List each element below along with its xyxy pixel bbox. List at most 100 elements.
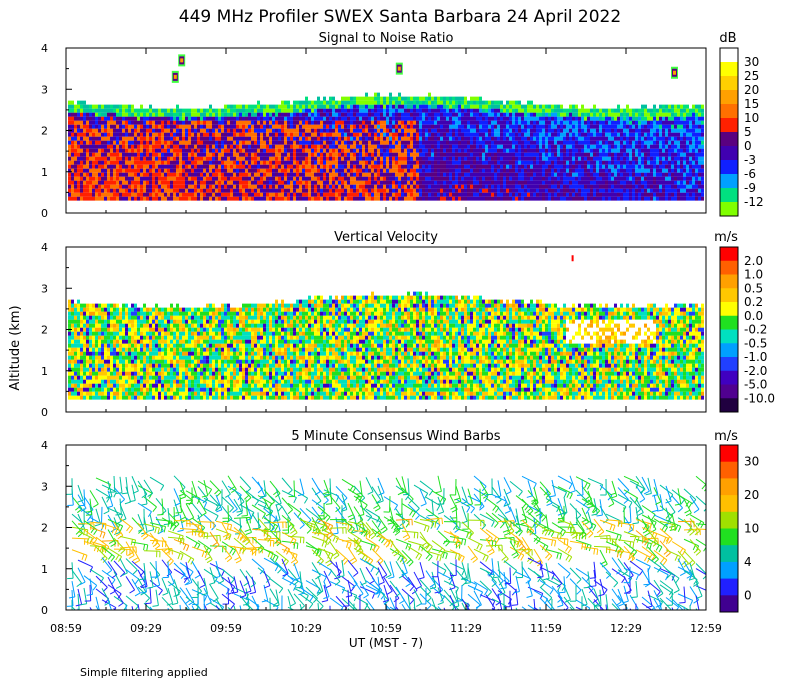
heat-cell — [215, 196, 218, 201]
heat-cell — [515, 160, 518, 165]
heat-cell — [296, 160, 299, 165]
heat-cell — [620, 152, 623, 157]
heat-cell — [419, 116, 422, 121]
heat-cell — [533, 164, 536, 169]
heat-cell — [338, 120, 341, 125]
heat-cell — [104, 136, 107, 141]
heat-cell — [449, 184, 452, 189]
heat-cell — [368, 100, 371, 105]
heat-cell — [518, 128, 521, 133]
heat-cell — [434, 112, 437, 117]
heat-cell — [254, 132, 257, 137]
heat-cell — [278, 124, 281, 129]
heat-cell — [560, 176, 563, 181]
heat-cell — [239, 164, 242, 169]
heat-cell — [422, 148, 425, 153]
heat-cell — [410, 188, 413, 193]
heat-cell — [509, 144, 512, 149]
heat-cell — [146, 144, 149, 149]
heat-cell — [467, 152, 470, 157]
heat-cell — [125, 116, 128, 121]
heat-cell — [236, 172, 239, 177]
heat-cell — [572, 128, 575, 133]
heat-cell — [404, 184, 407, 189]
heat-cell — [110, 156, 113, 161]
heat-cell — [290, 172, 293, 177]
heat-cell — [68, 184, 71, 189]
heat-cell — [167, 120, 170, 125]
heat-cell — [194, 136, 197, 141]
heat-cell — [296, 140, 299, 145]
heat-cell — [275, 192, 278, 197]
heat-cell — [188, 116, 191, 121]
heat-cell — [329, 156, 332, 161]
heat-cell — [644, 128, 647, 133]
heat-cell — [422, 144, 425, 149]
heat-cell — [458, 120, 461, 125]
heat-cell — [395, 104, 398, 109]
heat-cell — [104, 172, 107, 177]
heat-cell — [506, 136, 509, 141]
heat-cell — [413, 128, 416, 133]
heat-cell — [641, 152, 644, 157]
heat-cell — [623, 140, 626, 145]
heat-cell — [560, 104, 563, 109]
heat-cell — [398, 180, 401, 185]
heat-cell — [182, 156, 185, 161]
heat-cell — [359, 116, 362, 121]
heat-cell — [656, 136, 659, 141]
heat-cell — [545, 172, 548, 177]
heat-cell — [131, 188, 134, 193]
heat-cell — [659, 172, 662, 177]
heat-cell — [518, 160, 521, 165]
heat-cell — [311, 168, 314, 173]
heat-cell — [212, 196, 215, 201]
heat-cell — [464, 140, 467, 145]
heat-cell — [446, 132, 449, 137]
heat-cell — [629, 116, 632, 121]
heat-cell — [425, 132, 428, 137]
heat-cell — [323, 196, 326, 201]
heat-cell — [143, 156, 146, 161]
heat-cell — [482, 140, 485, 145]
heat-cell — [236, 156, 239, 161]
heat-cell — [671, 160, 674, 165]
heat-cell — [344, 164, 347, 169]
heat-cell — [611, 168, 614, 173]
heat-cell — [614, 156, 617, 161]
heat-cell — [197, 196, 200, 201]
heat-cell — [620, 160, 623, 165]
heat-cell — [560, 116, 563, 121]
heat-cell — [635, 132, 638, 137]
heat-cell — [563, 132, 566, 137]
heat-cell — [242, 172, 245, 177]
heat-cell — [314, 112, 317, 117]
heat-cell — [113, 188, 116, 193]
heat-cell — [512, 116, 515, 121]
heat-cell — [404, 148, 407, 153]
heat-cell — [86, 196, 89, 201]
heat-cell — [314, 100, 317, 105]
heat-cell — [293, 116, 296, 121]
heat-cell — [584, 124, 587, 129]
heat-cell — [251, 180, 254, 185]
heat-cell — [275, 164, 278, 169]
heat-cell — [263, 120, 266, 125]
heat-cell — [320, 108, 323, 113]
heat-cell — [290, 168, 293, 173]
heat-cell — [539, 132, 542, 137]
heat-cell — [386, 96, 389, 101]
heat-cell — [86, 168, 89, 173]
figure-title: 449 MHz Profiler SWEX Santa Barbara 24 A… — [179, 7, 621, 27]
heat-cell — [275, 148, 278, 153]
heat-cell — [608, 148, 611, 153]
heat-cell — [464, 104, 467, 109]
heat-cell — [434, 168, 437, 173]
heat-cell — [629, 184, 632, 189]
heat-cell — [605, 148, 608, 153]
heat-cell — [272, 148, 275, 153]
heat-cell — [149, 184, 152, 189]
heat-cell — [116, 124, 119, 129]
heat-cell — [425, 100, 428, 105]
heat-cell — [503, 172, 506, 177]
